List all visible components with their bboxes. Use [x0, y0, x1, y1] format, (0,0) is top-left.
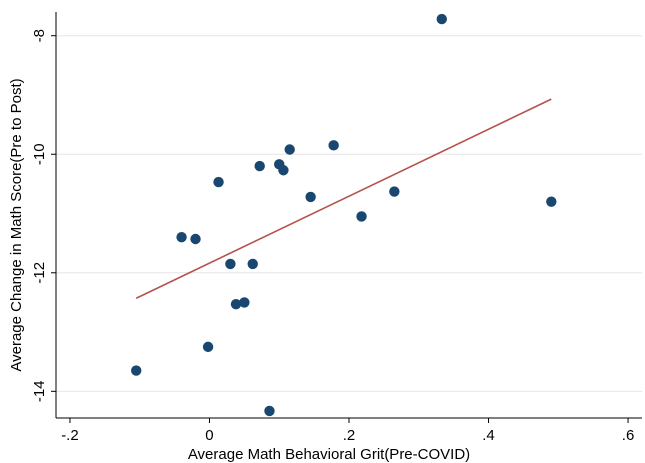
- y-axis-title: Average Change in Math Score(Pre to Post…: [8, 78, 25, 371]
- data-point: [176, 232, 187, 243]
- axes: -8 -10 -12 -14 -.2 0 .2 .4 .6: [31, 12, 642, 444]
- data-point: [264, 405, 275, 417]
- data-point: [356, 211, 367, 222]
- data-point: [328, 140, 339, 151]
- data-point: [225, 258, 236, 270]
- data-point: [278, 165, 289, 176]
- data-point: [254, 160, 265, 172]
- fit-line-layer: [135, 98, 552, 299]
- x-tick-label: .2: [343, 427, 356, 444]
- x-axis-title: Average Math Behavioral Grit(Pre-COVID): [188, 446, 470, 463]
- y-tick-label: -12: [31, 262, 48, 284]
- data-point: [239, 297, 250, 308]
- data-point: [284, 144, 295, 155]
- data-point: [202, 341, 214, 353]
- data-point: [213, 176, 224, 188]
- y-tick-label: -10: [31, 143, 48, 165]
- data-point: [131, 365, 142, 376]
- data-point: [546, 196, 557, 207]
- data-point: [305, 191, 316, 203]
- gridlines: [56, 35, 642, 392]
- data-point: [230, 299, 242, 310]
- x-tick-label: -.2: [61, 427, 79, 444]
- data-point: [247, 258, 258, 270]
- x-tick-label: 0: [205, 427, 213, 444]
- data-point: [436, 13, 447, 25]
- y-tick-label: -14: [31, 380, 48, 402]
- data-points: [131, 13, 557, 417]
- x-tick-label: .4: [482, 427, 495, 444]
- data-point: [190, 233, 201, 245]
- data-point: [389, 186, 400, 197]
- x-tick-label: .6: [622, 427, 635, 444]
- y-tick-label: -8: [31, 29, 48, 42]
- fit-line: [135, 98, 552, 299]
